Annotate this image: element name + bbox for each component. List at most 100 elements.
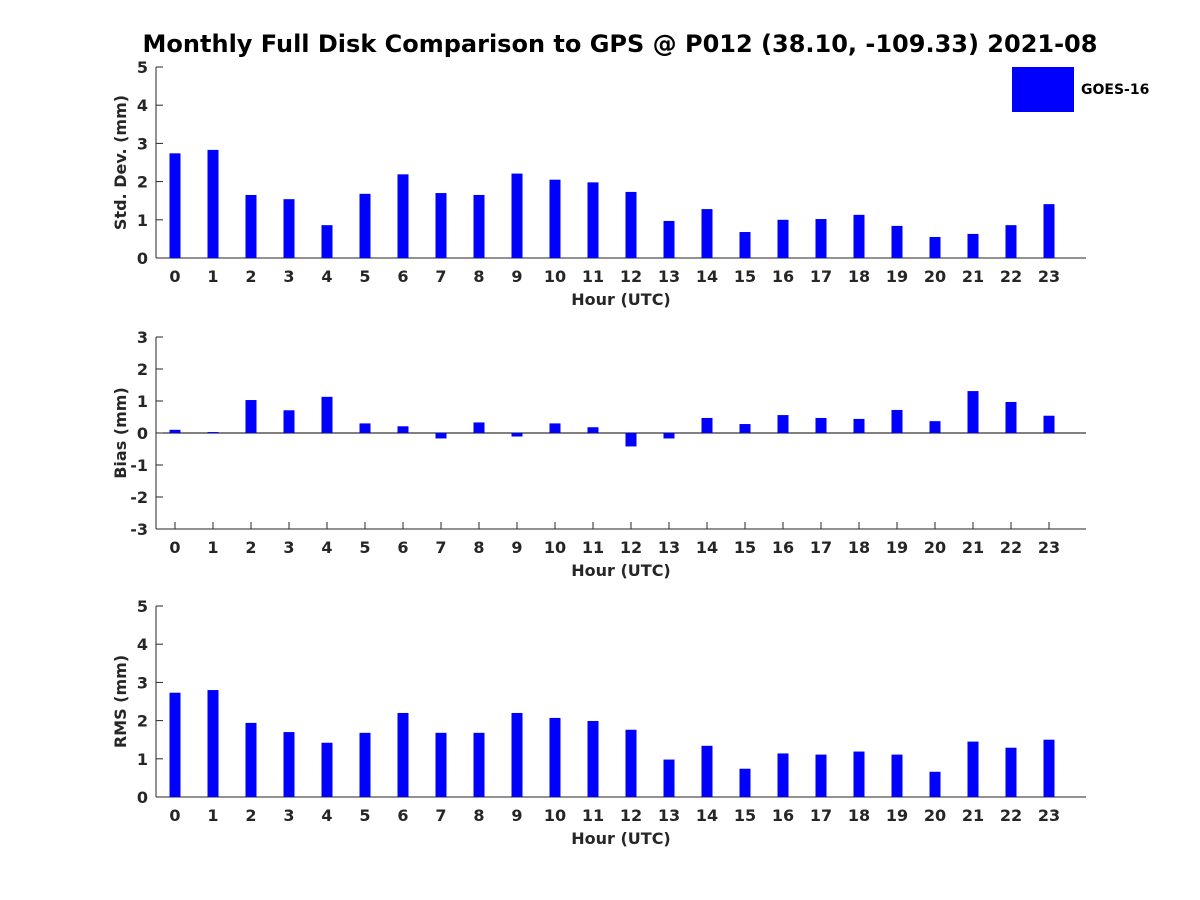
bar	[929, 236, 941, 258]
x-tick-label: 21	[962, 267, 984, 286]
bar	[777, 753, 789, 797]
bar	[549, 179, 561, 258]
y-tick-label: -3	[130, 520, 148, 539]
x-tick-label: 0	[169, 538, 180, 557]
bar	[435, 193, 447, 258]
x-tick-label: 5	[359, 538, 370, 557]
x-tick-label: 11	[582, 538, 604, 557]
x-tick-label: 3	[283, 267, 294, 286]
bar	[169, 153, 181, 258]
bar	[359, 732, 371, 797]
bar	[435, 732, 447, 797]
bar	[511, 712, 523, 797]
x-tick-label: 13	[658, 538, 680, 557]
x-tick-label: 3	[283, 806, 294, 825]
bar	[929, 421, 941, 433]
x-tick-label: 5	[359, 806, 370, 825]
bar	[663, 433, 675, 439]
bar	[1043, 415, 1055, 433]
x-tick-label: 3	[283, 538, 294, 557]
bar	[207, 432, 219, 434]
x-tick-label: 18	[848, 267, 870, 286]
x-tick-label: 15	[734, 806, 756, 825]
bar	[321, 225, 333, 258]
legend-label: GOES-16	[1081, 81, 1150, 98]
x-tick-label: 19	[886, 806, 908, 825]
x-tick-label: 14	[696, 806, 718, 825]
x-axis-label: Hour (UTC)	[571, 561, 671, 580]
x-tick-label: 2	[245, 538, 256, 557]
bar	[815, 219, 827, 258]
bar	[207, 690, 219, 797]
x-tick-label: 14	[696, 267, 718, 286]
bar	[1005, 401, 1017, 433]
x-tick-label: 19	[886, 267, 908, 286]
bar	[1043, 739, 1055, 797]
y-axis-label: Std. Dev. (mm)	[111, 95, 130, 230]
bar	[169, 429, 181, 433]
x-tick-label: 10	[544, 267, 566, 286]
bar	[967, 391, 979, 433]
x-axis-label: Hour (UTC)	[571, 829, 671, 848]
bar	[587, 427, 599, 433]
y-tick-label: 0	[137, 424, 148, 443]
legend: GOES-16	[1012, 67, 1149, 112]
x-tick-label: 2	[245, 806, 256, 825]
x-tick-label: 17	[810, 806, 832, 825]
bar	[435, 433, 447, 439]
bar	[473, 422, 485, 433]
x-tick-label: 12	[620, 806, 642, 825]
bar	[929, 771, 941, 797]
bar	[967, 233, 979, 258]
x-tick-label: 6	[397, 538, 408, 557]
x-axis-label: Hour (UTC)	[571, 290, 671, 309]
bar	[359, 193, 371, 258]
bar	[245, 194, 257, 258]
bar	[891, 409, 903, 433]
bar	[397, 426, 409, 433]
x-tick-label: 11	[582, 267, 604, 286]
x-tick-label: 18	[848, 806, 870, 825]
x-tick-label: 7	[435, 806, 446, 825]
x-tick-label: 23	[1038, 538, 1060, 557]
x-tick-label: 13	[658, 267, 680, 286]
x-tick-label: 17	[810, 267, 832, 286]
x-tick-label: 1	[207, 806, 218, 825]
y-tick-label: 1	[137, 211, 148, 230]
x-tick-label: 5	[359, 267, 370, 286]
bar	[1005, 747, 1017, 797]
x-tick-label: 21	[962, 538, 984, 557]
bar	[777, 415, 789, 433]
y-tick-label: 2	[137, 712, 148, 731]
y-tick-label: 3	[137, 673, 148, 692]
y-tick-label: -1	[130, 456, 148, 475]
bar	[853, 418, 865, 433]
x-tick-label: 16	[772, 267, 794, 286]
bar	[549, 717, 561, 797]
x-tick-label: 22	[1000, 538, 1022, 557]
bar	[853, 214, 865, 258]
x-tick-label: 6	[397, 267, 408, 286]
bar	[587, 720, 599, 797]
y-axis-label: RMS (mm)	[111, 655, 130, 748]
x-tick-label: 12	[620, 538, 642, 557]
bar	[321, 396, 333, 433]
y-tick-label: 4	[137, 635, 148, 654]
y-tick-label: 0	[137, 788, 148, 807]
bar	[283, 732, 295, 797]
bar	[549, 423, 561, 433]
x-tick-label: 4	[321, 538, 332, 557]
x-tick-label: 0	[169, 267, 180, 286]
y-tick-label: 4	[137, 96, 148, 115]
bar	[625, 433, 637, 447]
bar	[891, 225, 903, 258]
bar	[739, 232, 751, 258]
x-tick-label: 23	[1038, 267, 1060, 286]
y-tick-label: 1	[137, 750, 148, 769]
x-tick-label: 9	[511, 806, 522, 825]
bar	[169, 692, 181, 797]
bar	[283, 199, 295, 258]
bar	[245, 722, 257, 797]
y-tick-label: 2	[137, 173, 148, 192]
